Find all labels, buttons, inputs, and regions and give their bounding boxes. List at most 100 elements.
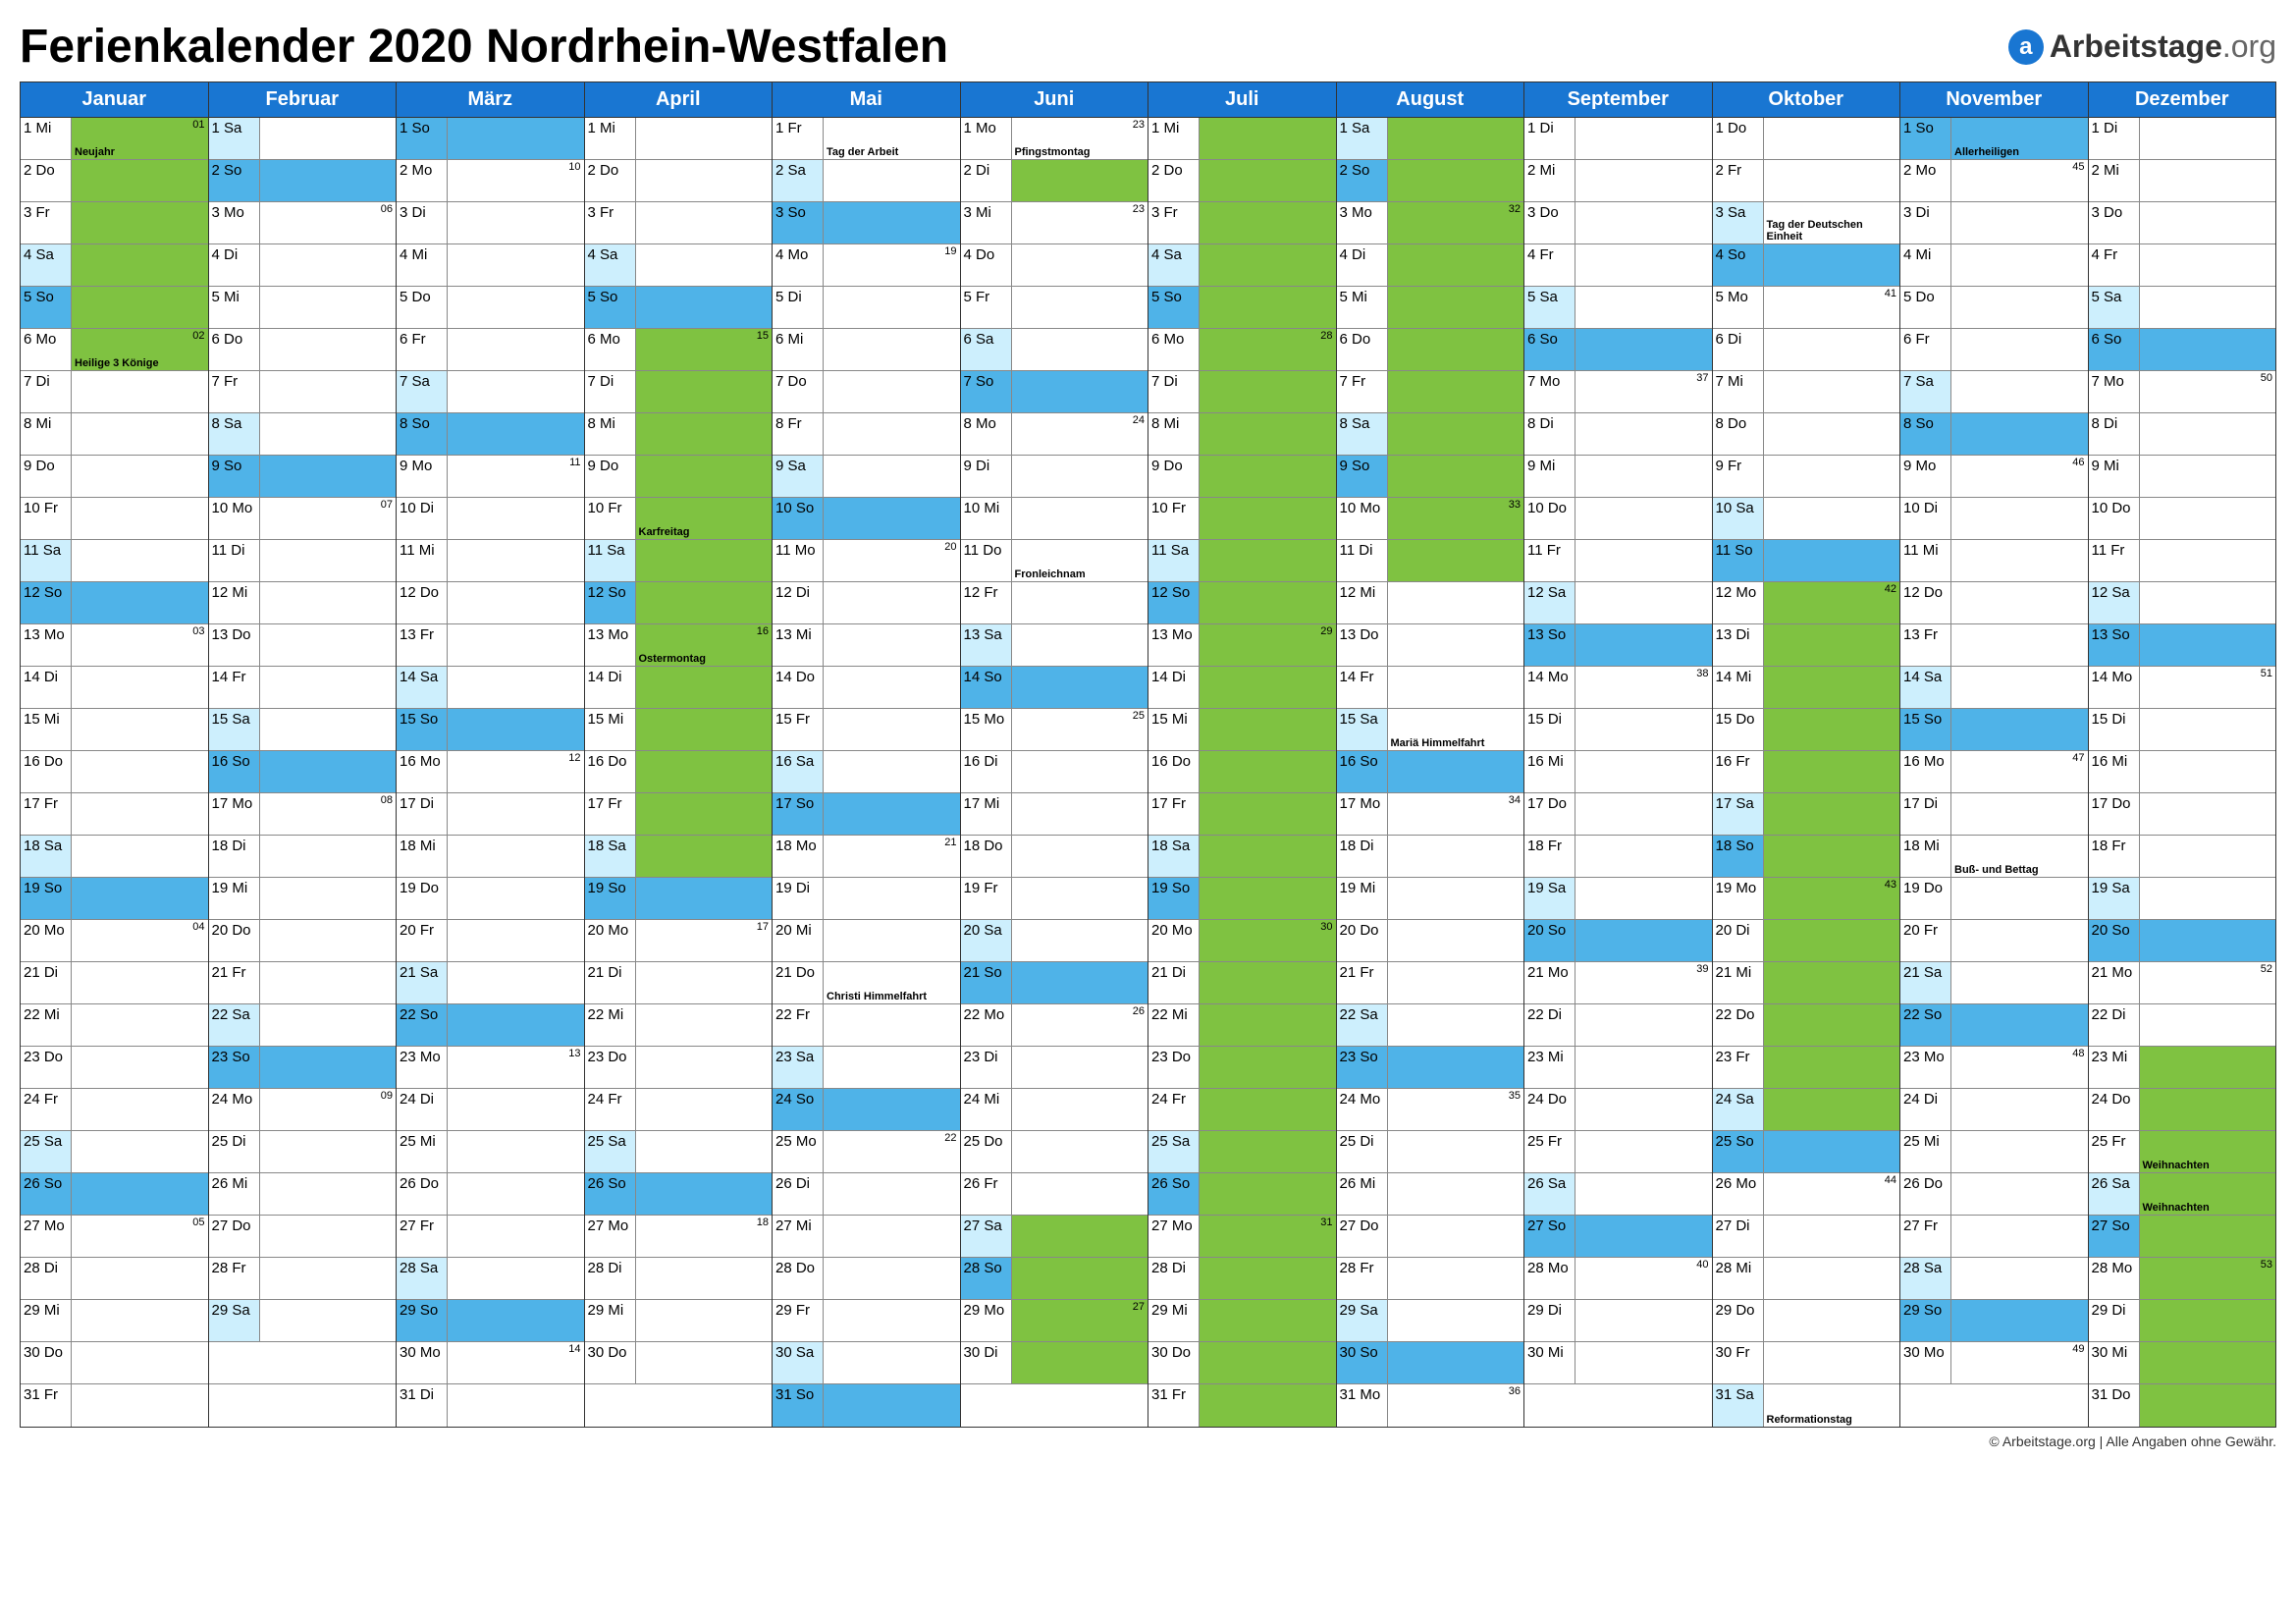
day-content [1012, 667, 1148, 708]
day-number: 7 Di [21, 371, 72, 412]
day-cell: 15 Di [2089, 709, 2276, 751]
day-content [260, 751, 397, 792]
day-number: 19 So [585, 878, 636, 919]
day-cell: 28 Do [773, 1258, 960, 1300]
day-content [1575, 498, 1712, 539]
day-cell: 4 Mi [1900, 244, 2088, 287]
day-cell: 28 Mo40 [1524, 1258, 1712, 1300]
day-number: 10 Di [397, 498, 448, 539]
day-number: 1 Di [2089, 118, 2140, 159]
day-cell: 26 Fr [961, 1173, 1148, 1216]
day-content [1200, 709, 1336, 750]
day-number: 10 Sa [1713, 498, 1764, 539]
day-cell: 18 So [1713, 836, 1900, 878]
day-number: 16 Mi [1524, 751, 1575, 792]
holiday-label: Reformationstag [1767, 1414, 1898, 1426]
day-number: 14 Mo [2089, 667, 2140, 708]
day-cell: 11 Mo20 [773, 540, 960, 582]
day-cell: 26 Mo44 [1713, 1173, 1900, 1216]
day-cell: 28 Sa [1900, 1258, 2088, 1300]
day-cell: 17 Mo34 [1337, 793, 1524, 836]
day-number: 6 Do [1337, 329, 1388, 370]
day-cell: 13 Mo29 [1148, 624, 1336, 667]
day-number: 1 So [1900, 118, 1951, 159]
day-number: 4 So [1713, 244, 1764, 286]
day-content: 40 [1575, 1258, 1712, 1299]
day-number: 1 Sa [1337, 118, 1388, 159]
week-number: 48 [2072, 1048, 2084, 1059]
day-number: 2 Mo [397, 160, 448, 201]
day-content: Weihnachten [2140, 1131, 2276, 1172]
day-number: 19 Di [773, 878, 824, 919]
day-cell: 1 Sa [1337, 118, 1524, 160]
week-number: 23 [1133, 203, 1145, 215]
day-cell: 27 Mo18 [585, 1216, 773, 1258]
day-cell: 28 Mi [1713, 1258, 1900, 1300]
day-cell: 24 Fr [1148, 1089, 1336, 1131]
day-content: Ostermontag16 [636, 624, 773, 666]
week-number: 11 [569, 457, 580, 468]
day-number: 21 Di [585, 962, 636, 1003]
day-cell: 10 Mo33 [1337, 498, 1524, 540]
day-content [824, 371, 960, 412]
day-cell: 12 Do [1900, 582, 2088, 624]
day-number: 18 Mo [773, 836, 824, 877]
week-number: 18 [757, 1217, 769, 1228]
day-cell: 5 Mi [1337, 287, 1524, 329]
day-content [636, 160, 773, 201]
day-content [72, 709, 208, 750]
day-content [260, 456, 397, 497]
day-content [1951, 878, 2088, 919]
day-cell: 8 Mo24 [961, 413, 1148, 456]
day-number: 11 Mo [773, 540, 824, 581]
day-number: 30 Sa [773, 1342, 824, 1383]
day-number: 11 Do [961, 540, 1012, 581]
day-number: 30 So [1337, 1342, 1388, 1383]
day-number: 7 Di [585, 371, 636, 412]
day-content [260, 371, 397, 412]
day-content [1200, 413, 1336, 455]
week-number: 31 [1320, 1217, 1332, 1228]
day-cell: 16 Do [585, 751, 773, 793]
day-content [1200, 540, 1336, 581]
week-number: 32 [1509, 203, 1521, 215]
day-content [2140, 118, 2276, 159]
day-number: 13 Mi [773, 624, 824, 666]
day-content [448, 202, 584, 243]
day-cell: 30 So [1337, 1342, 1524, 1384]
day-content: 07 [260, 498, 397, 539]
day-content [636, 582, 773, 623]
day-number: 10 So [773, 498, 824, 539]
day-content [1200, 582, 1336, 623]
month-column: Juli1 Mi2 Do3 Fr4 Sa5 So6 Mo287 Di8 Mi9 … [1148, 82, 1337, 1427]
day-cell: 23 Mi [1524, 1047, 1712, 1089]
day-number: 7 Mi [1713, 371, 1764, 412]
day-number: 2 Mi [2089, 160, 2140, 201]
day-cell: 8 So [1900, 413, 2088, 456]
day-number: 19 So [1148, 878, 1200, 919]
day-content [2140, 202, 2276, 243]
day-content [1012, 1173, 1148, 1215]
week-number: 01 [192, 119, 204, 131]
day-content [72, 371, 208, 412]
day-content: 13 [448, 1047, 584, 1088]
day-cell: 20 Do [209, 920, 397, 962]
day-content [1012, 1047, 1148, 1088]
day-cell: 20 Do [1337, 920, 1524, 962]
day-content [1388, 1131, 1524, 1172]
day-cell: 21 Fr [1337, 962, 1524, 1004]
day-number: 19 Do [397, 878, 448, 919]
day-number: 24 Mi [961, 1089, 1012, 1130]
day-number: 2 Do [585, 160, 636, 201]
day-cell: 1 Mi [585, 118, 773, 160]
day-content [636, 751, 773, 792]
day-cell: 31 Di [397, 1384, 584, 1427]
day-number: 16 Mo [397, 751, 448, 792]
day-content [1200, 202, 1336, 243]
day-content [260, 413, 397, 455]
day-cell: 26 Mi [1337, 1173, 1524, 1216]
day-cell: 4 Sa [21, 244, 208, 287]
day-cell: 13 Fr [397, 624, 584, 667]
day-number: 20 Sa [961, 920, 1012, 961]
day-number: 14 Do [773, 667, 824, 708]
